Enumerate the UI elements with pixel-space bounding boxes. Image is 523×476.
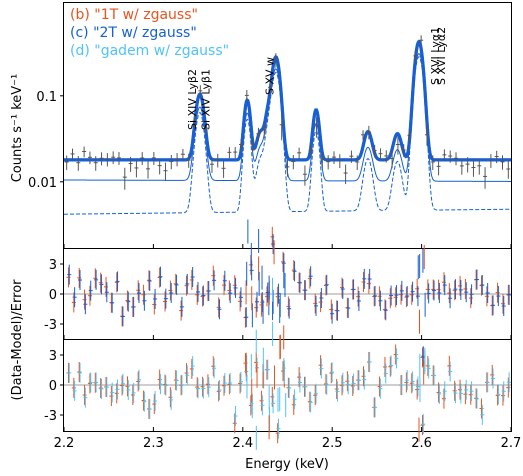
x-axis-label: Energy (keV) — [245, 457, 329, 472]
residual-y-tick-label: 0 — [49, 379, 57, 394]
legend-entry-b: (b) "1T w/ zgauss" — [70, 7, 198, 23]
x-tick-label: 2.6 — [411, 436, 432, 451]
x-tick-label: 2.3 — [143, 436, 164, 451]
line-annotation: S XVI Lyα2 — [435, 27, 448, 85]
spectrum-plot-area — [63, 35, 512, 215]
tick-layer: 2.2 2.3 2.4 2.5 2.6 2.7 0.01 0.1 -3 0 3 -3 0 3 — [28, 90, 521, 451]
residual-y-tick-label: -3 — [44, 409, 57, 424]
y-axis-label-residual: (Data-Model)/Error — [10, 279, 25, 401]
x-tick-label: 2.2 — [54, 436, 75, 451]
y-axis-label-spectrum: Counts s⁻¹ keV⁻¹ — [10, 74, 25, 183]
series-c-model-line — [64, 39, 511, 162]
line-annotation: Si XIV Lyβ1 — [200, 69, 213, 130]
line-annotation: S XVI Lyα1 — [429, 27, 442, 85]
x-tick-label: 2.7 — [501, 436, 522, 451]
residual-y-tick-label: 3 — [49, 349, 57, 364]
residual-d-plot-area — [66, 277, 512, 450]
y-tick-label: 0.01 — [28, 176, 57, 191]
residual-c-plot-area — [66, 219, 512, 368]
legend-entry-d: (d) "gadem w/ zgauss" — [70, 43, 229, 59]
model-component-dashed — [63, 56, 512, 215]
residual-y-tick-label: 0 — [49, 288, 57, 303]
residual-y-tick-label: -3 — [44, 318, 57, 333]
line-annotation: Si XIV Lyβ2 — [186, 69, 199, 130]
x-tick-label: 2.4 — [232, 436, 253, 451]
x-tick-label: 2.5 — [322, 436, 343, 451]
legend-entry-c: (c) "2T w/ zgauss" — [70, 25, 197, 41]
y-tick-label: 0.1 — [36, 90, 57, 105]
annotation-layer: Si XIV Lyβ2 Si XIV Lyβ1 S XV w S XVI Lyα2S … — [186, 27, 448, 130]
line-annotation: S XV w — [263, 57, 276, 95]
residual-y-tick-label: 3 — [49, 258, 57, 273]
